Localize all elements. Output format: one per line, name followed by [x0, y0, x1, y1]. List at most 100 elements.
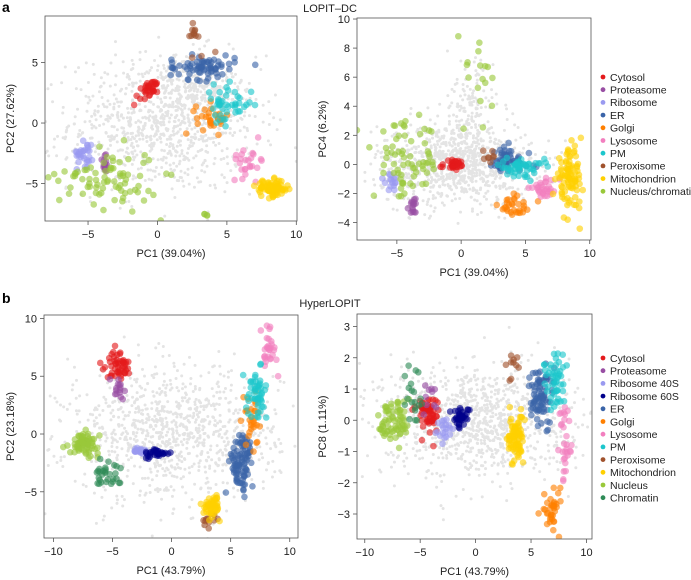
point-unknown [177, 406, 181, 410]
point-unknown [170, 494, 174, 498]
point-pm [205, 89, 213, 96]
point-unknown [144, 437, 148, 441]
point-unknown [90, 126, 94, 130]
point-unknown [437, 192, 441, 196]
point-unknown [189, 407, 193, 411]
point-unknown [129, 132, 133, 136]
point-unknown [172, 168, 176, 172]
point-unknown [376, 149, 380, 153]
point-unknown [520, 192, 524, 196]
point-nucleus-chromatin [421, 125, 428, 133]
point-lysosome [238, 151, 246, 158]
point-unknown [498, 176, 502, 180]
point-unknown [147, 177, 151, 181]
point-unknown [211, 432, 215, 436]
point-pm [236, 94, 243, 102]
point-unknown [501, 396, 505, 400]
point-unknown [143, 121, 147, 125]
point-unknown [429, 382, 433, 386]
point-unknown [159, 140, 163, 144]
point-cytosol [141, 88, 148, 95]
point-unknown [103, 71, 107, 75]
point-lysosome [541, 192, 549, 200]
point-unknown [112, 135, 116, 139]
point-pm [510, 172, 518, 180]
point-unknown [127, 83, 131, 87]
point-unknown [452, 182, 456, 186]
point-unknown [460, 189, 464, 193]
point-unknown [133, 400, 137, 404]
point-unknown [112, 107, 116, 111]
point-unknown [178, 175, 182, 179]
point-unknown [469, 172, 473, 176]
point-unknown [168, 142, 172, 146]
point-unknown [487, 99, 491, 103]
point-unknown [150, 441, 154, 445]
point-unknown [162, 409, 166, 413]
point-unknown [235, 148, 239, 152]
point-unknown [163, 90, 167, 94]
point-unknown [202, 405, 206, 409]
point-er [226, 65, 233, 73]
point-nucleus-chromatin [430, 165, 437, 173]
point-unknown [261, 120, 265, 124]
point-unknown [218, 364, 222, 368]
point-mitochondrion [562, 157, 570, 165]
legend-label: ER [610, 110, 625, 122]
point-unknown [432, 143, 436, 147]
point-nucleus-chromatin [390, 122, 398, 129]
point-unknown [567, 357, 571, 361]
point-unknown [161, 158, 165, 162]
point-unknown [141, 116, 145, 120]
point-unknown [67, 124, 71, 128]
point-unknown [232, 486, 236, 490]
point-unknown [65, 407, 69, 411]
point-unknown [423, 213, 427, 217]
legend-item: Mitochondrion [600, 173, 676, 185]
point-unknown [199, 419, 203, 423]
point-unknown [224, 444, 228, 448]
point-unknown [108, 386, 112, 390]
point-unknown [462, 89, 466, 93]
point-mitochondrion [275, 177, 283, 184]
point-unknown [166, 400, 170, 404]
point-unknown [457, 119, 461, 123]
point-unknown [145, 407, 149, 411]
point-unknown [433, 154, 437, 158]
point-unknown [243, 135, 247, 139]
point-unknown [179, 94, 183, 98]
point-unknown [461, 174, 465, 178]
point-unknown [205, 144, 209, 148]
point-nucleus-chromatin [122, 176, 130, 183]
point-unknown [485, 130, 489, 134]
point-unknown [167, 91, 171, 95]
point-unknown [294, 159, 297, 163]
point-unknown [90, 114, 94, 118]
point-unknown [169, 410, 173, 414]
point-unknown [172, 132, 176, 136]
point-mitochondrion [577, 134, 585, 142]
point-unknown [119, 100, 123, 104]
point-nucleus [59, 443, 67, 451]
point-lysosome [239, 175, 246, 183]
point-unknown [213, 183, 217, 187]
point-unknown [137, 131, 141, 135]
point-unknown [444, 177, 448, 181]
point-unknown [233, 81, 237, 85]
legend-label: Nucleus/chromatin [610, 186, 691, 198]
point-unknown [464, 162, 468, 166]
point-pm [223, 108, 231, 116]
point-unknown [213, 469, 217, 473]
point-unknown [236, 119, 240, 123]
point-unknown [221, 463, 225, 467]
point-unknown [190, 100, 194, 104]
point-er [169, 64, 176, 72]
point-unknown [204, 149, 208, 153]
point-unknown [544, 151, 548, 155]
point-unknown [193, 363, 197, 367]
point-unknown [129, 68, 133, 72]
point-unknown [139, 412, 143, 416]
point-unknown [440, 193, 444, 197]
point-unknown [94, 416, 98, 420]
point-unknown [196, 149, 200, 153]
